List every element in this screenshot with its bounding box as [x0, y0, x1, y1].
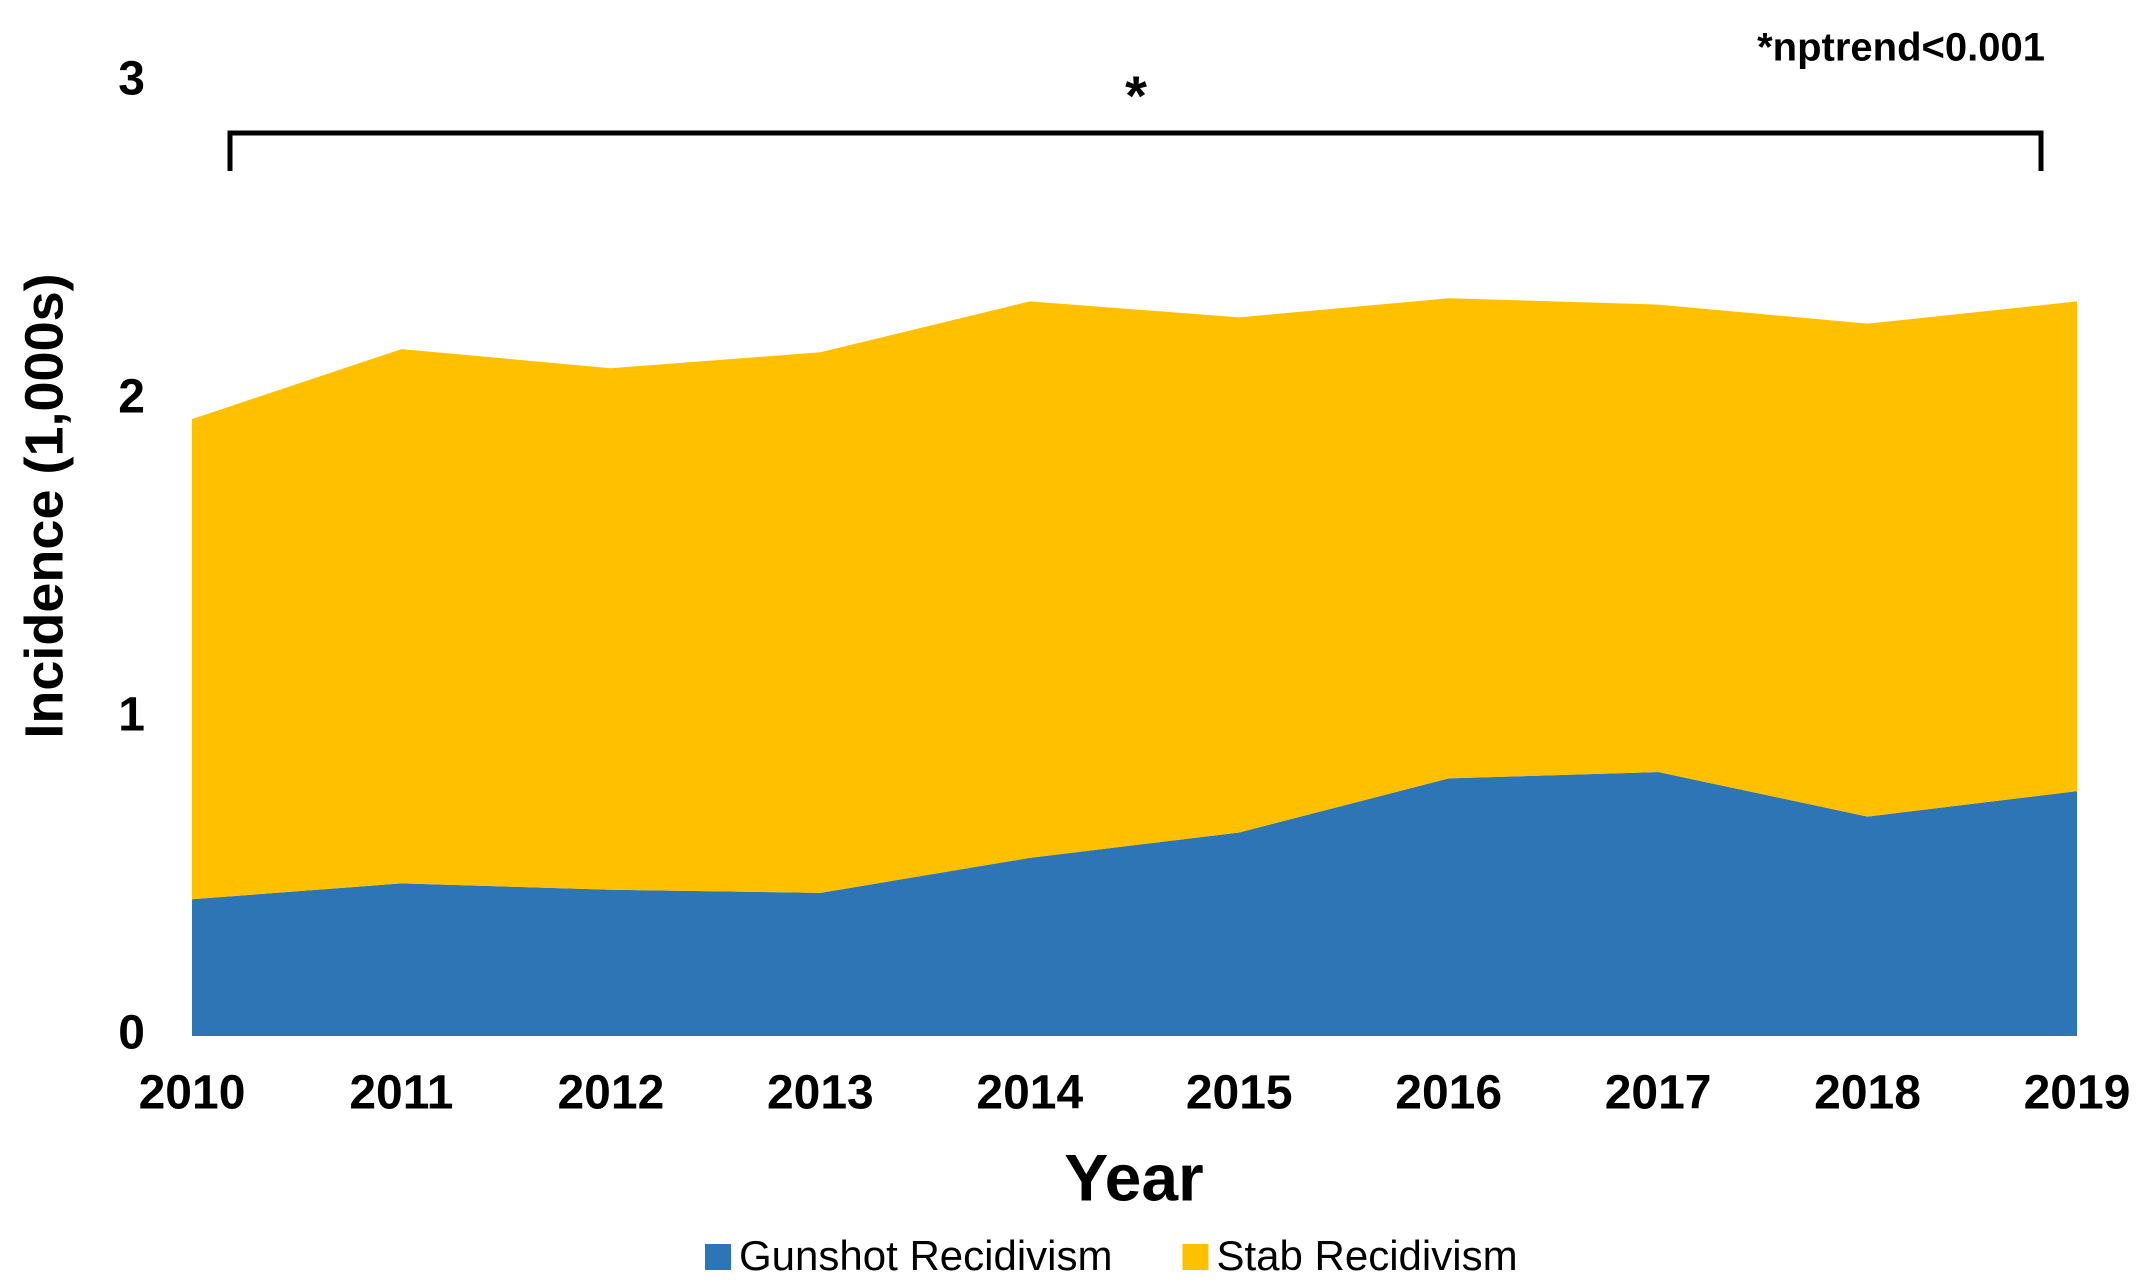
significance-star: *: [1125, 64, 1147, 127]
y-axis-label: Incidence (1,000s): [14, 273, 74, 738]
x-tick-label: 2010: [139, 1067, 246, 1120]
x-tick-label: 2014: [976, 1067, 1083, 1120]
legend-label: Gunshot Recidivism: [739, 1232, 1112, 1279]
y-tick-label: 2: [118, 371, 145, 424]
legend-swatch: [1182, 1244, 1209, 1270]
trend-note: *nptrend<0.001: [1757, 26, 2045, 70]
y-tick-label: 3: [118, 53, 145, 106]
y-tick-label: 0: [118, 1007, 145, 1060]
x-tick-label: 2013: [767, 1067, 874, 1120]
x-tick-label: 2019: [2024, 1067, 2131, 1120]
plot-area: [192, 298, 2077, 1036]
x-tick-label: 2016: [1395, 1067, 1502, 1120]
x-tick-label: 2011: [349, 1067, 453, 1120]
x-tick-label: 2017: [1605, 1067, 1712, 1120]
area: [192, 298, 2077, 900]
significance-bracket: [227, 130, 2044, 171]
legend-swatch: [705, 1244, 731, 1270]
y-tick-label: 1: [118, 689, 145, 742]
x-tick-label: 2018: [1814, 1067, 1921, 1120]
area: [192, 772, 2077, 1036]
x-axis-label: Year: [1064, 1140, 1203, 1214]
legend-label: Stab Recidivism: [1216, 1232, 1517, 1279]
x-tick-label: 2012: [557, 1067, 664, 1120]
x-tick-label: 2015: [1186, 1067, 1293, 1120]
